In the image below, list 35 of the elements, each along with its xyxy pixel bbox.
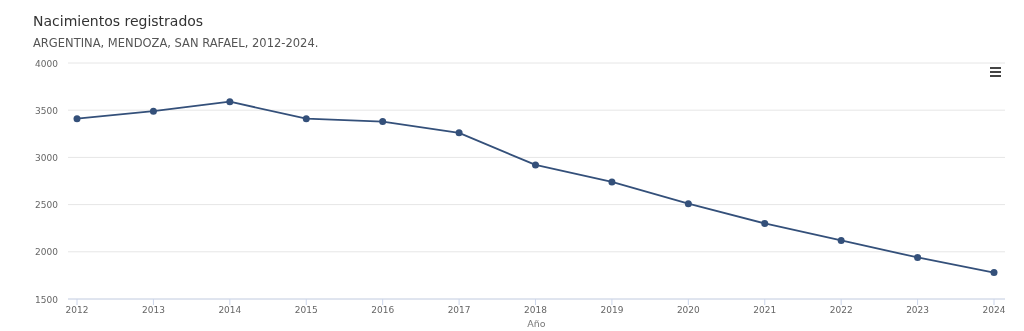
x-tick-label: 2014 bbox=[218, 305, 242, 315]
chart-title: Nacimientos registrados bbox=[33, 13, 204, 29]
point bbox=[226, 98, 234, 106]
point bbox=[455, 129, 463, 137]
x-tick-label: 2021 bbox=[753, 305, 777, 315]
x-tick-label: 2022 bbox=[829, 305, 853, 315]
x-tick-label: 2012 bbox=[65, 305, 89, 315]
point bbox=[379, 118, 387, 126]
point bbox=[914, 253, 922, 261]
y-tick-label: 2500 bbox=[35, 200, 59, 211]
point bbox=[761, 219, 769, 227]
point bbox=[684, 200, 692, 208]
point bbox=[73, 115, 81, 123]
point bbox=[532, 161, 539, 169]
point bbox=[149, 107, 157, 115]
y-tick-label: 1500 bbox=[35, 294, 59, 305]
point bbox=[302, 115, 310, 123]
x-tick-label: 2020 bbox=[676, 305, 701, 315]
x-tick-label: 2023 bbox=[906, 305, 930, 315]
x-axis-title: Año bbox=[527, 318, 546, 329]
point bbox=[990, 269, 998, 277]
x-tick-label: 2013 bbox=[141, 305, 165, 315]
point bbox=[837, 236, 845, 244]
y-tick-label: 3500 bbox=[35, 105, 59, 116]
y-tick-label: 3000 bbox=[35, 152, 59, 163]
chart-subtitle: ARGENTINA, MENDOZA, SAN RAFAEL, 2012-2024. bbox=[33, 36, 319, 50]
point bbox=[608, 178, 616, 186]
x-tick-label: 2017 bbox=[447, 305, 471, 315]
x-tick-label: 2016 bbox=[371, 305, 395, 315]
x-tick-label: 2019 bbox=[600, 305, 624, 315]
y-tick-label: 4000 bbox=[35, 58, 59, 69]
y-tick-label: 2000 bbox=[35, 247, 59, 258]
x-tick-label: 2015 bbox=[294, 305, 318, 315]
x-tick-label: 2018 bbox=[524, 305, 548, 315]
x-tick-label: 2024 bbox=[982, 305, 1006, 315]
